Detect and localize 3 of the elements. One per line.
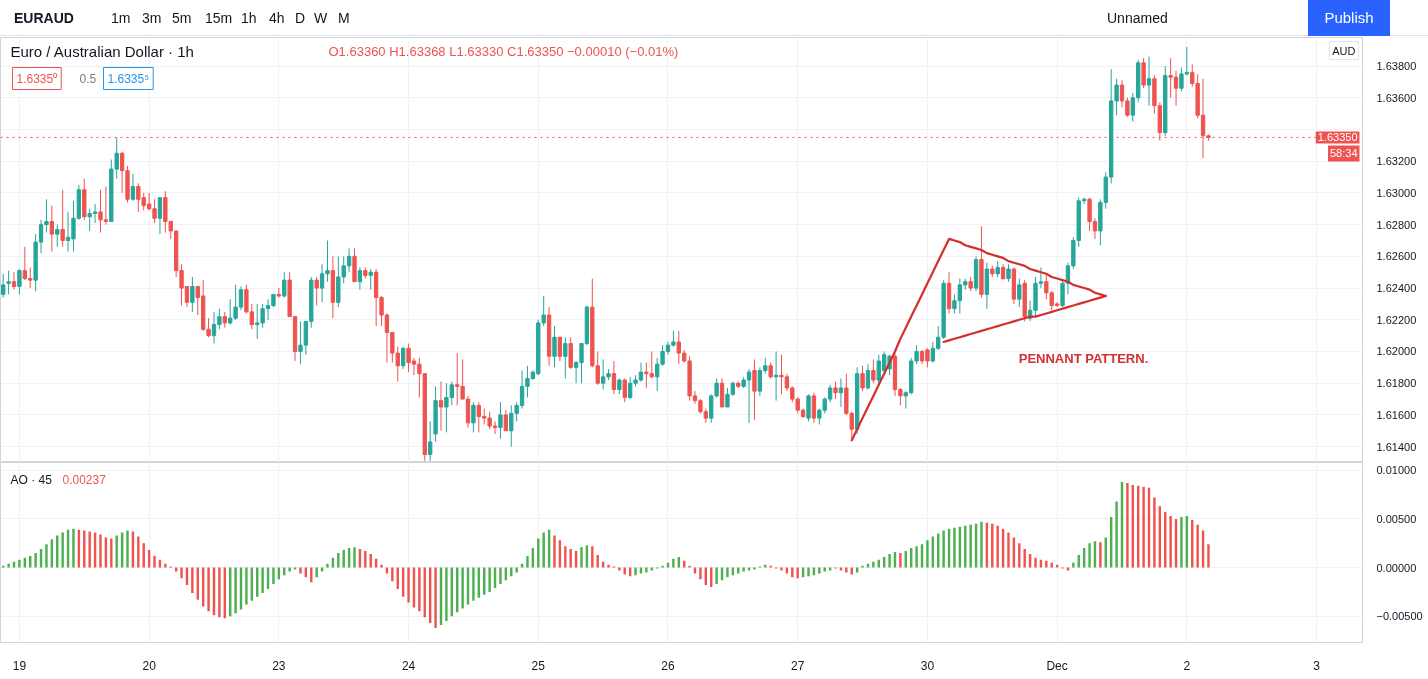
candlestick: [1, 273, 6, 299]
bar: [7, 563, 10, 568]
candlestick: [6, 270, 11, 295]
